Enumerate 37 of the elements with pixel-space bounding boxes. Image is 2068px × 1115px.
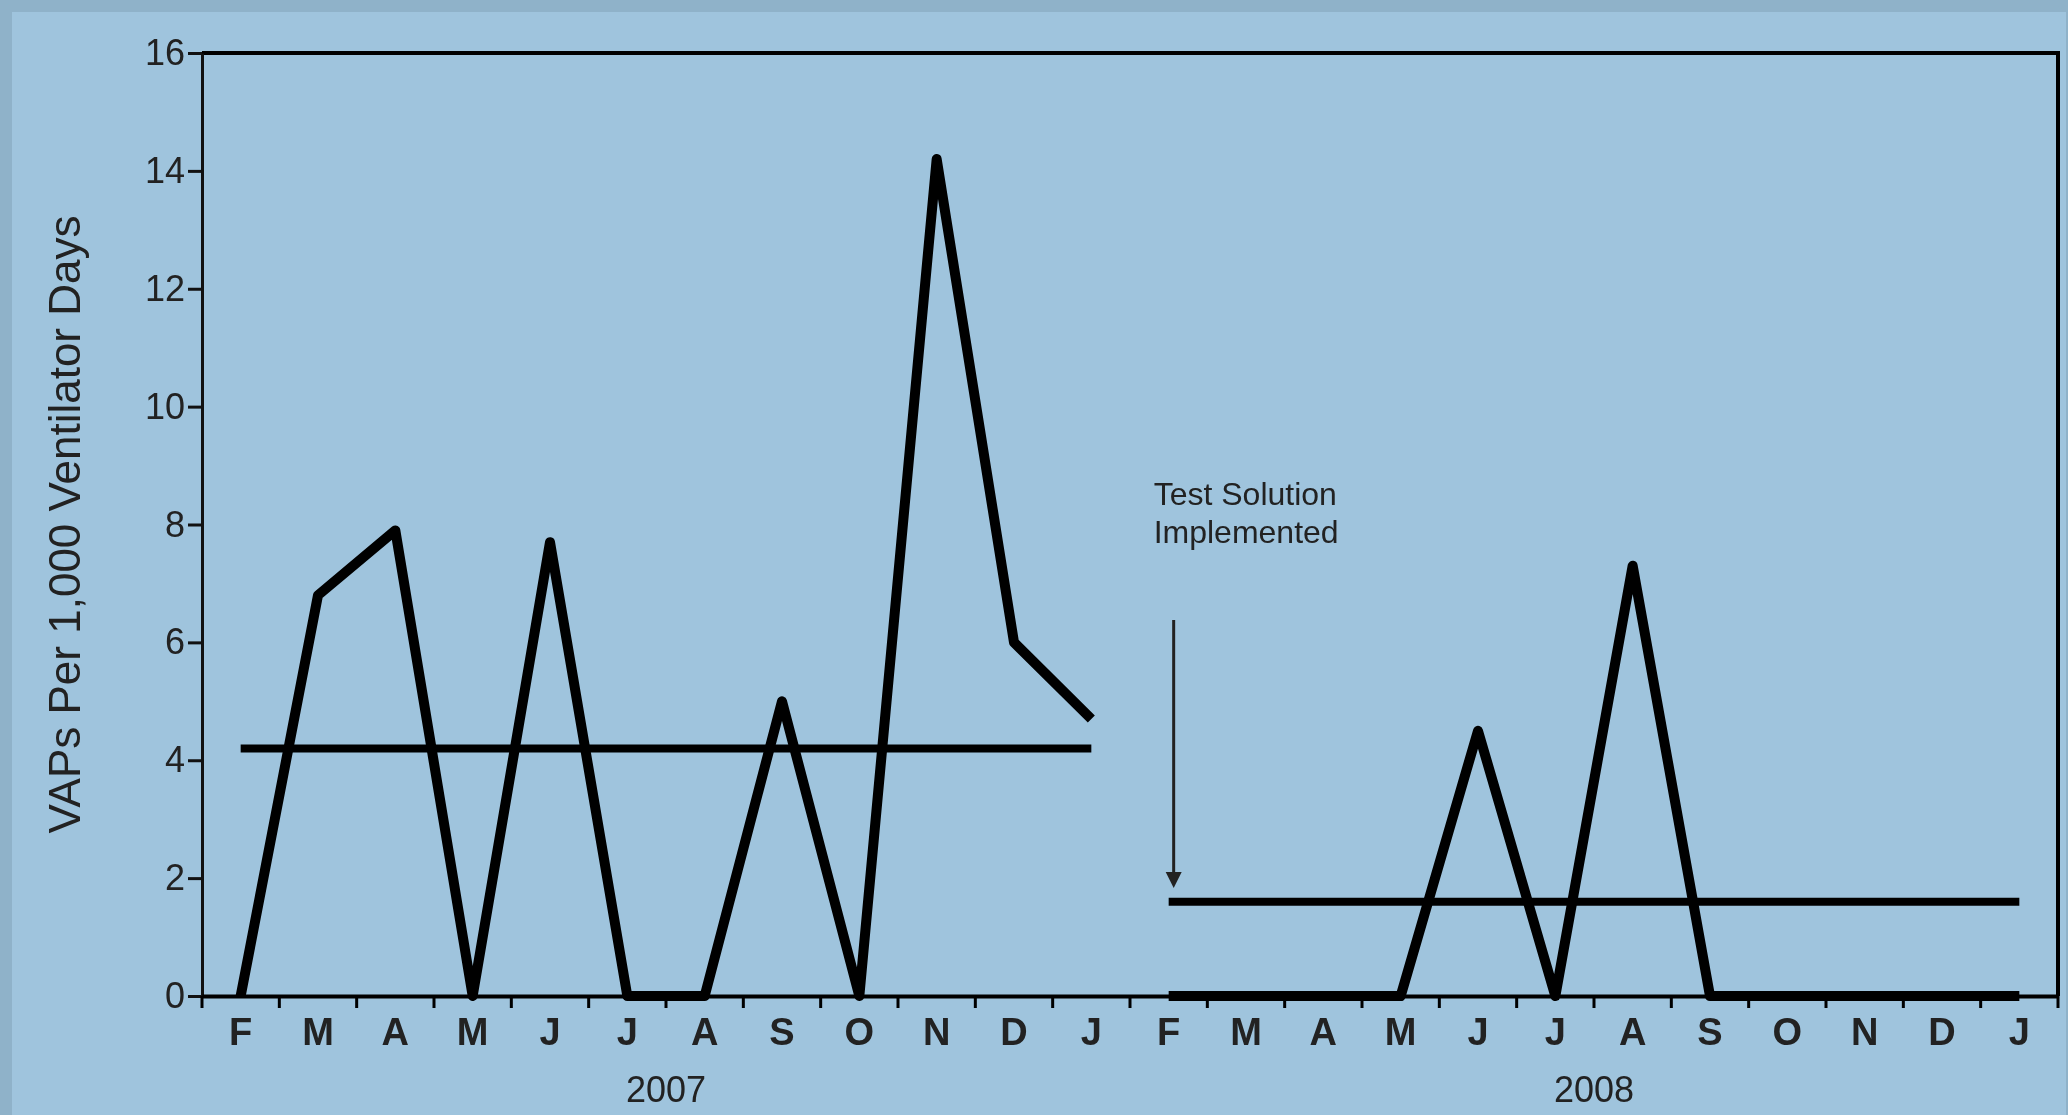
x-tick-label: J — [2008, 1010, 2030, 1053]
x-tick-label: A — [690, 1010, 719, 1053]
text: 2007 — [625, 1069, 707, 1110]
y-tick-label: 8 — [164, 503, 185, 545]
text: 2008 — [1553, 1069, 1635, 1110]
x-tick-label: F — [229, 1010, 253, 1053]
x-tick-label: F — [1157, 1010, 1181, 1053]
y-tick-label: 0 — [164, 975, 185, 1017]
x-tick-label: D — [1928, 1010, 1956, 1053]
y-tick-label: 4 — [164, 739, 185, 781]
y-axis-title: VAPs Per 1,000 Ventilator Days — [40, 215, 89, 834]
x-tick-label: O — [844, 1010, 875, 1053]
x-tick-label: M — [1384, 1010, 1417, 1053]
annotation: Test Solution Implemented — [1153, 476, 1339, 550]
x-tick-label: A — [1309, 1010, 1338, 1053]
x-tick-label: J — [1544, 1010, 1566, 1053]
x-tick-label: O — [1772, 1010, 1803, 1053]
x-tick-label: J — [539, 1010, 561, 1053]
x-tick-label: J — [1467, 1010, 1489, 1053]
x-tick-label: M — [1230, 1010, 1262, 1053]
y-tick-label: 10 — [144, 385, 185, 427]
x-tick-label: D — [1000, 1010, 1028, 1053]
x-tick-label: S — [1697, 1010, 1723, 1053]
x-tick-label: J — [1080, 1010, 1102, 1053]
x-tick-label: M — [302, 1010, 334, 1053]
y-tick-label: 16 — [144, 32, 185, 74]
x-tick-label: S — [769, 1010, 795, 1053]
y-tick-label: 12 — [144, 267, 185, 309]
x-tick-label: N — [922, 1010, 951, 1053]
y-tick-label: 6 — [164, 621, 185, 663]
y-tick-label: 14 — [144, 149, 185, 191]
x-tick-label: A — [1618, 1010, 1647, 1053]
x-tick-label: J — [616, 1010, 638, 1053]
x-tick-label: M — [456, 1010, 489, 1053]
x-tick-label: A — [381, 1010, 410, 1053]
x-tick-label: N — [1850, 1010, 1879, 1053]
y-tick-label: 2 — [164, 857, 185, 899]
